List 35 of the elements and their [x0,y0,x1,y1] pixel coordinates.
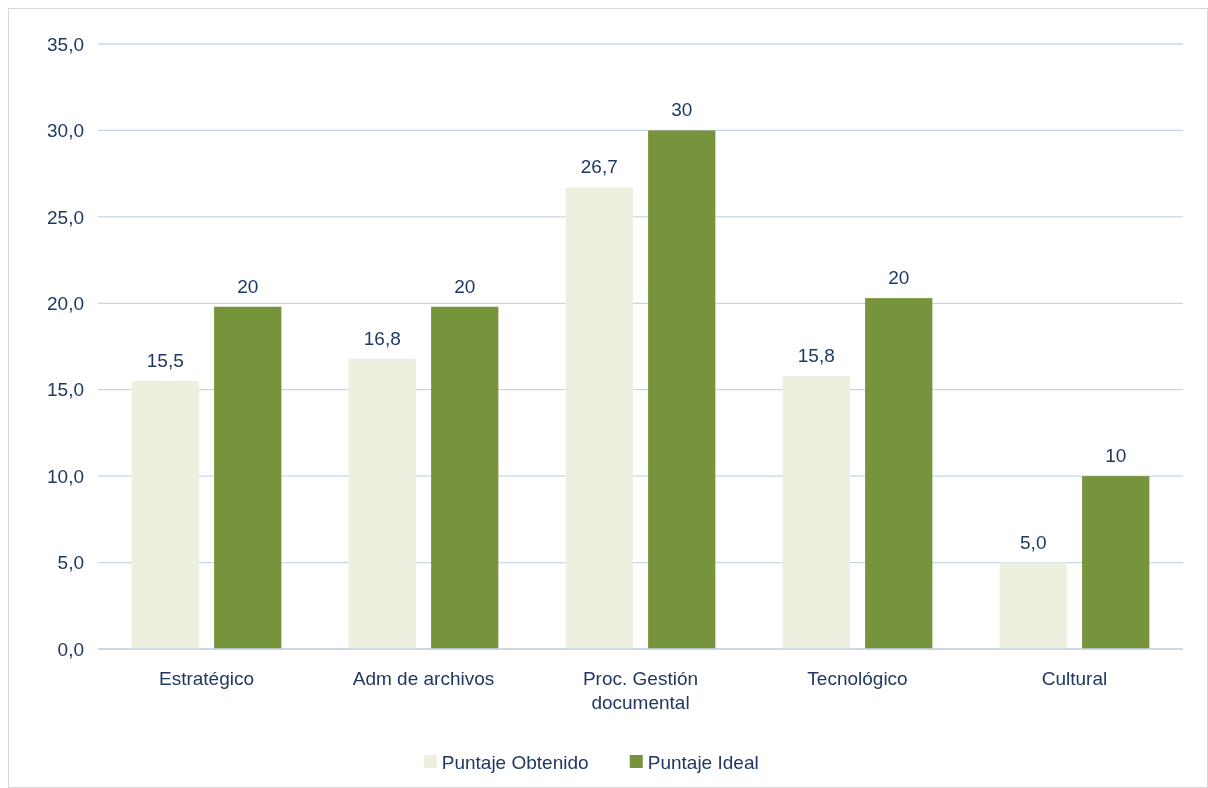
x-tick-label: Adm de archivos [352,668,495,689]
bar [865,298,933,649]
bar [999,562,1067,649]
x-tick-label: Cultural [1041,668,1108,689]
bar [131,381,199,649]
data-label: 26,7 [580,156,618,178]
y-tick-label: 15,0 [47,379,84,401]
bar [1082,476,1150,649]
y-tick-label: 20,0 [47,292,84,314]
y-tick-label: 25,0 [47,206,84,228]
legend-label: Puntaje Obtenido [441,751,589,773]
data-label: 15,5 [146,350,184,372]
legend-label: Puntaje Ideal [647,751,759,773]
y-tick-label: 30,0 [47,120,84,142]
y-tick-label: 35,0 [47,33,84,55]
x-tick-label: Proc. Gestión documental [582,668,699,713]
x-tick-label: Estratégico [158,668,255,689]
data-label: 20 [888,267,910,289]
bar [782,375,850,649]
data-label: 20 [454,275,476,297]
data-label: 15,8 [797,344,835,366]
bar [348,358,416,649]
y-tick-label: 0,0 [57,638,84,660]
data-label: 20 [237,275,259,297]
data-label: 10 [1105,445,1127,467]
y-tick-label: 5,0 [57,552,84,574]
data-label: 30 [671,99,693,121]
bar [648,130,716,649]
bar [565,187,633,649]
data-label: 16,8 [363,327,401,349]
bar [214,306,282,649]
x-tick-label: Tecnológico [807,668,908,689]
data-label: 5,0 [1020,531,1047,553]
bar [431,306,499,649]
y-tick-label: 10,0 [47,465,84,487]
